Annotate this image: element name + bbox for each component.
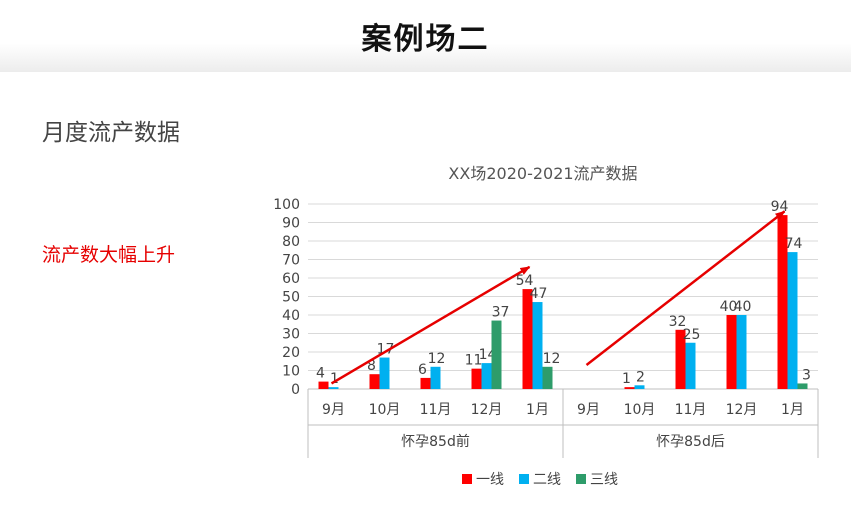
bar <box>328 387 339 389</box>
y-tick-label: 0 <box>291 382 300 398</box>
bar <box>430 366 441 389</box>
bar <box>624 387 635 389</box>
x-tick-label: 9月 <box>577 402 600 418</box>
bar <box>797 383 808 389</box>
legend-label: 二线 <box>533 472 561 488</box>
data-label: 32 <box>669 314 687 330</box>
legend-label: 一线 <box>476 472 504 488</box>
data-label: 12 <box>428 351 446 367</box>
x-tick-label: 10月 <box>369 402 401 418</box>
y-tick-label: 40 <box>282 308 300 324</box>
y-tick-label: 10 <box>282 364 300 380</box>
x-tick-label: 1月 <box>781 402 804 418</box>
data-label: 3 <box>802 367 811 383</box>
y-tick-label: 90 <box>282 216 300 232</box>
legend-swatch <box>519 474 529 484</box>
x-tick-label: 10月 <box>624 402 656 418</box>
y-tick-label: 30 <box>282 327 300 343</box>
slide-title: 案例场二 <box>361 22 490 57</box>
x-tick-label: 11月 <box>420 402 452 418</box>
bar <box>420 377 431 389</box>
data-label: 47 <box>530 286 548 302</box>
bar <box>634 385 645 389</box>
data-label: 1 <box>330 371 339 387</box>
section-title: 月度流产数据 <box>42 120 180 146</box>
legend-label: 三线 <box>590 472 618 488</box>
bar <box>736 315 747 389</box>
bar <box>379 357 390 389</box>
data-label: 12 <box>543 351 561 367</box>
data-label: 25 <box>683 327 701 343</box>
group-label: 怀孕85d后 <box>656 434 725 450</box>
bar <box>542 366 553 389</box>
bar <box>522 289 533 389</box>
bar <box>532 302 543 389</box>
x-tick-label: 1月 <box>526 402 549 418</box>
x-tick-label: 12月 <box>471 402 503 418</box>
bar <box>318 381 329 389</box>
trend-arrow <box>585 210 786 366</box>
bar <box>726 315 737 389</box>
bar <box>369 374 380 389</box>
bar <box>787 252 798 389</box>
callout-text: 流产数大幅上升 <box>42 244 176 266</box>
bar <box>481 363 492 389</box>
legend-swatch <box>576 474 586 484</box>
legend: 一线 二线 三线 <box>462 472 618 488</box>
data-label: 4 <box>316 366 325 382</box>
data-label: 8 <box>367 358 376 374</box>
trend-arrow <box>330 265 531 385</box>
data-label: 2 <box>636 369 645 385</box>
data-label: 37 <box>492 305 510 321</box>
y-tick-label: 100 <box>273 197 300 213</box>
data-label: 74 <box>785 236 803 252</box>
data-label: 94 <box>771 199 789 215</box>
header-band <box>0 0 851 72</box>
x-tick-label: 11月 <box>675 402 707 418</box>
data-label: 40 <box>734 299 752 315</box>
bar <box>675 329 686 389</box>
bar <box>777 215 788 389</box>
bar <box>471 368 482 389</box>
data-label: 6 <box>418 362 427 378</box>
x-tick-label: 9月 <box>322 402 345 418</box>
x-tick-label: 12月 <box>726 402 758 418</box>
y-tick-label: 80 <box>282 234 300 250</box>
data-label: 54 <box>516 273 534 289</box>
y-tick-label: 70 <box>282 253 300 269</box>
data-label: 1 <box>622 371 631 387</box>
y-tick-label: 20 <box>282 345 300 361</box>
chart-title: XX场2020-2021流产数据 <box>448 164 637 183</box>
y-tick-label: 50 <box>282 290 300 306</box>
y-tick-label: 60 <box>282 271 300 287</box>
bar <box>685 342 696 389</box>
data-label: 11 <box>465 353 483 369</box>
data-label: 40 <box>720 299 738 315</box>
bar <box>491 320 502 389</box>
annotations <box>330 210 786 385</box>
legend-swatch <box>462 474 472 484</box>
group-label: 怀孕85d前 <box>401 433 470 450</box>
